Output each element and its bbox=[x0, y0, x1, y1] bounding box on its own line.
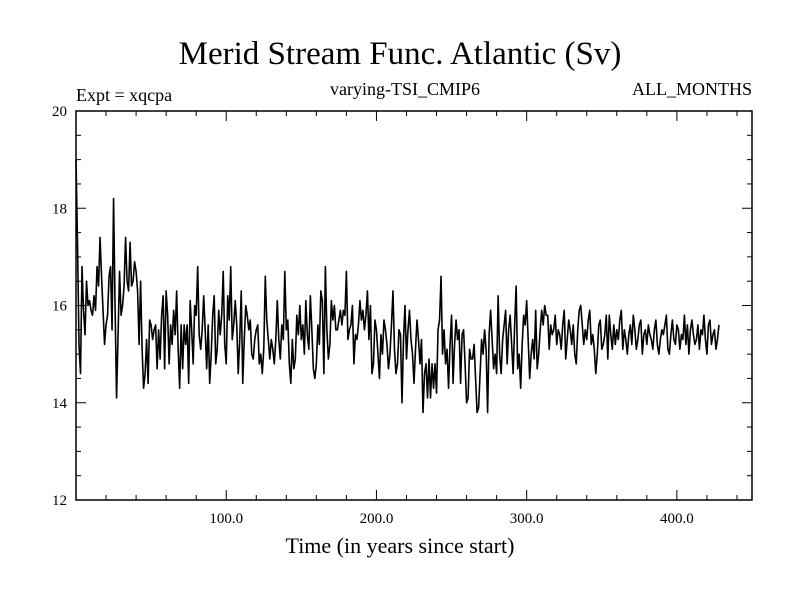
series-line-xqcpa bbox=[75, 159, 720, 414]
y-tick-label: 14 bbox=[52, 396, 68, 412]
y-tick-label: 16 bbox=[52, 299, 68, 315]
x-tick-label: 400.0 bbox=[660, 511, 694, 527]
x-tick-label: 200.0 bbox=[360, 511, 394, 527]
y-tick-label: 20 bbox=[52, 104, 67, 120]
axis-ticks: 100.0 200.0 300.0 400.0 12 14 16 18 20 bbox=[52, 104, 752, 527]
chart-subtitle: varying-TSI_CMIP6 bbox=[330, 79, 480, 99]
experiment-label: Expt = xqcpa bbox=[76, 85, 173, 105]
x-axis-label: Time (in years since start) bbox=[285, 533, 515, 558]
y-tick-label: 12 bbox=[52, 493, 67, 509]
x-tick-label: 300.0 bbox=[510, 511, 544, 527]
x-tick-label: 100.0 bbox=[209, 511, 243, 527]
months-label: ALL_MONTHS bbox=[632, 79, 752, 99]
chart-title: Merid Stream Func. Atlantic (Sv) bbox=[178, 36, 622, 72]
series-layer bbox=[75, 159, 720, 414]
y-tick-label: 18 bbox=[52, 201, 67, 217]
